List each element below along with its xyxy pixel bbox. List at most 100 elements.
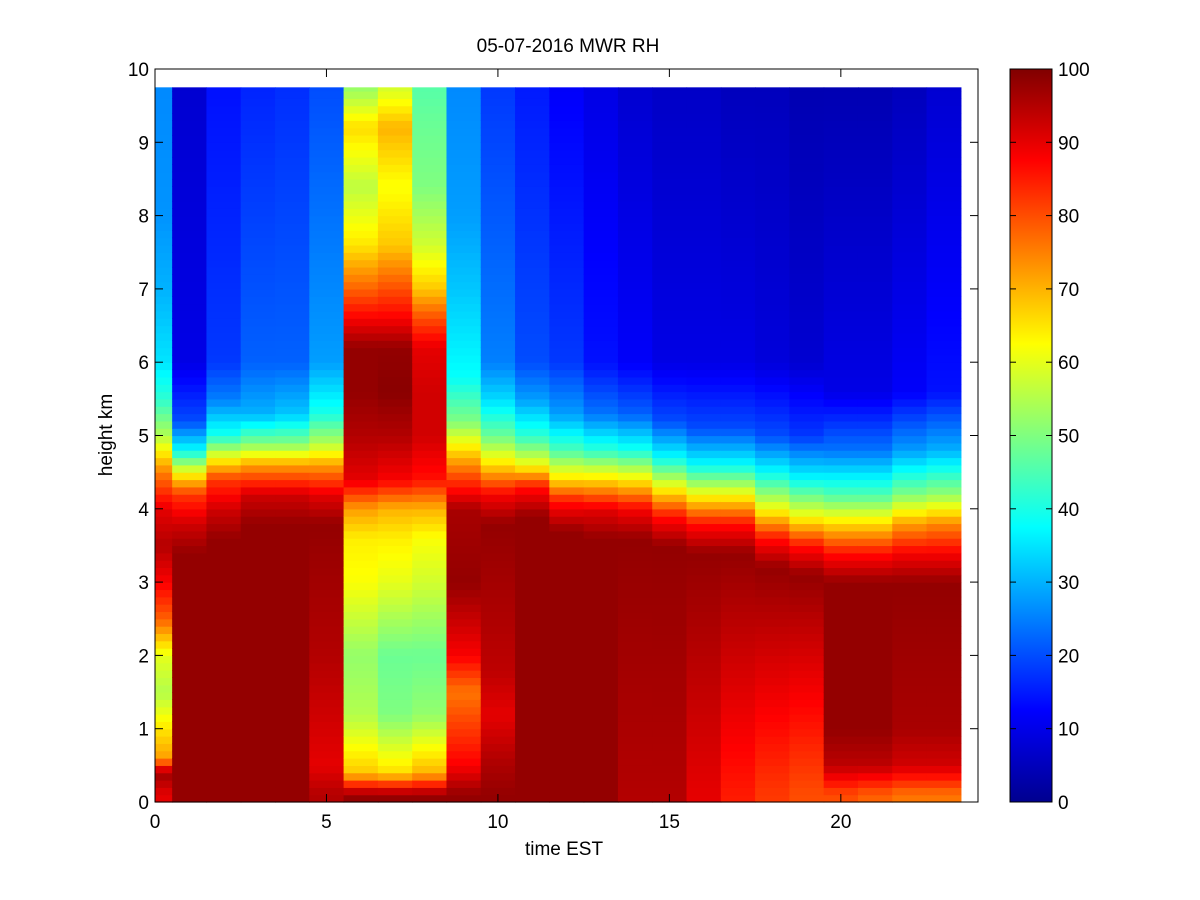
heatmap-cell: [617, 494, 653, 503]
heatmap-cell: [515, 574, 550, 583]
heatmap-cell: [377, 486, 413, 495]
heatmap-cell: [343, 127, 379, 136]
heatmap-cell: [446, 376, 482, 385]
heatmap-cell: [892, 582, 928, 591]
heatmap-cell: [377, 325, 413, 334]
heatmap-cell: [652, 670, 688, 678]
heatmap-cell: [926, 736, 962, 744]
heatmap-cell: [720, 765, 756, 774]
heatmap-cell: [755, 648, 790, 656]
heatmap-cell: [206, 589, 242, 598]
heatmap-cell: [549, 303, 585, 312]
heatmap-cell: [857, 406, 893, 415]
heatmap-cell: [155, 428, 173, 437]
heatmap-cell: [549, 288, 585, 297]
heatmap-cell: [720, 464, 756, 473]
heatmap-cell: [652, 340, 688, 349]
heatmap-cell: [206, 523, 242, 532]
heatmap-cell: [412, 274, 448, 283]
heatmap-cell: [412, 362, 448, 371]
heatmap-cell: [583, 464, 619, 473]
heatmap-cell: [617, 149, 653, 158]
heatmap-cell: [172, 479, 208, 488]
heatmap-cell: [755, 266, 790, 275]
heatmap-cell: [240, 310, 276, 319]
heatmap-cell: [549, 347, 585, 356]
heatmap-cell: [926, 178, 962, 187]
heatmap-cell: [583, 164, 619, 173]
heatmap-cell: [857, 758, 893, 766]
heatmap-cell: [617, 450, 653, 459]
heatmap-cell: [652, 178, 688, 187]
heatmap-cell: [926, 501, 962, 510]
heatmap-cell: [720, 582, 756, 591]
heatmap-cell: [549, 406, 585, 415]
heatmap-cell: [155, 120, 173, 129]
heatmap-cell: [686, 692, 722, 700]
heatmap-cell: [789, 244, 825, 253]
heatmap-cell: [343, 596, 379, 605]
heatmap-cell: [343, 398, 379, 407]
heatmap-cell: [172, 794, 208, 803]
heatmap-cell: [583, 406, 619, 415]
heatmap-cell: [652, 347, 688, 356]
heatmap-cell: [155, 743, 173, 752]
heatmap-cell: [343, 501, 379, 510]
heatmap-cell: [480, 87, 516, 92]
heatmap-cell: [926, 208, 962, 217]
heatmap-cell: [446, 413, 482, 422]
heatmap-cell: [652, 215, 688, 224]
heatmap-cell: [823, 340, 859, 349]
heatmap-cell: [549, 193, 585, 202]
heatmap-cell: [172, 552, 208, 561]
heatmap-cell: [583, 794, 619, 803]
heatmap-cell: [412, 787, 448, 796]
heatmap-cell: [857, 347, 893, 356]
heatmap-cell: [377, 684, 413, 693]
heatmap-cell: [652, 98, 688, 107]
heatmap-cell: [480, 582, 516, 591]
heatmap-cell: [172, 508, 208, 517]
heatmap-cell: [789, 186, 825, 195]
heatmap-cell: [240, 721, 276, 730]
heatmap-cell: [857, 259, 893, 268]
heatmap-cell: [617, 442, 653, 451]
heatmap-cell: [412, 582, 448, 591]
heatmap-cell: [652, 582, 688, 591]
heatmap-cell: [755, 274, 790, 283]
heatmap-cell: [789, 340, 825, 349]
heatmap-cell: [377, 354, 413, 363]
heatmap-cell: [240, 391, 276, 400]
heatmap-cell: [343, 90, 379, 99]
heatmap-cell: [720, 215, 756, 224]
heatmap-cell: [206, 340, 242, 349]
heatmap-cell: [412, 552, 448, 561]
heatmap-cell: [412, 450, 448, 459]
heatmap-cell: [172, 362, 208, 371]
heatmap-cell: [549, 362, 585, 371]
heatmap-cell: [686, 589, 722, 598]
heatmap-cell: [343, 435, 379, 444]
heatmap-cell: [240, 464, 276, 473]
heatmap-cell: [720, 98, 756, 107]
heatmap-cell: [275, 604, 310, 613]
heatmap-cell: [755, 721, 790, 730]
heatmap-cell: [377, 442, 413, 451]
heatmap-cell: [686, 501, 722, 510]
heatmap-cell: [172, 296, 208, 305]
heatmap-cell: [617, 413, 653, 422]
heatmap-cell: [309, 296, 345, 305]
heatmap-cell: [240, 677, 276, 686]
heatmap-cell: [720, 325, 756, 334]
heatmap-cell: [377, 758, 413, 766]
heatmap-cell: [583, 142, 619, 151]
heatmap-cell: [206, 398, 242, 407]
heatmap-cell: [549, 765, 585, 774]
heatmap-cell: [789, 684, 825, 693]
heatmap-cell: [172, 90, 208, 99]
heatmap-cell: [583, 134, 619, 143]
heatmap-cell: [446, 112, 482, 121]
heatmap-cell: [857, 303, 893, 312]
heatmap-cell: [240, 406, 276, 415]
heatmap-cell: [823, 582, 859, 591]
